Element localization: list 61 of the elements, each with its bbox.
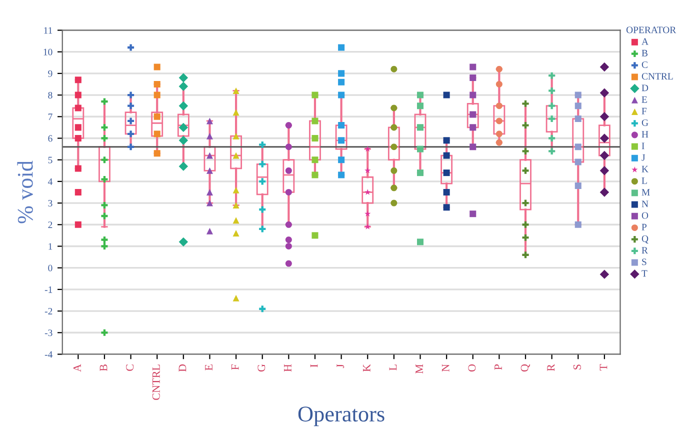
legend-label: D [642, 84, 648, 92]
x-tick-label: H [284, 364, 292, 372]
legend-label: CNTRL [642, 73, 673, 80]
legend-label: A [642, 38, 648, 45]
legend-label: C [642, 61, 648, 68]
legend-label: P [642, 224, 647, 230]
legend-label: R [642, 247, 648, 254]
x-tick-label: G [258, 364, 266, 372]
x-tick-label: F [231, 364, 239, 370]
y-tick-label: 7 [48, 114, 52, 120]
y-tick-label: 4 [48, 178, 52, 185]
legend-label: I [642, 142, 644, 150]
y-tick-label: -4 [44, 351, 52, 358]
y-axis-title: % void [17, 160, 33, 224]
y-tick-label: 0 [48, 264, 52, 272]
y-tick-label: 10 [44, 48, 52, 56]
legend-label: E [642, 96, 647, 103]
legend-label: T [642, 270, 648, 277]
y-tick-label: 8 [48, 92, 52, 99]
y-tick-label: 3 [48, 200, 52, 207]
x-tick-label: O [468, 364, 476, 372]
legend-label: S [642, 258, 646, 266]
x-tick-label: CNTRL [152, 364, 160, 400]
legend-label: B [642, 50, 648, 56]
y-tick-label: -2 [44, 308, 52, 314]
y-tick-label: 11 [44, 27, 52, 34]
x-tick-label: D [178, 364, 186, 372]
legend-title: OPERATOR [626, 26, 676, 34]
x-tick-label: R [547, 364, 554, 372]
x-tick-label: Q [520, 364, 530, 372]
x-tick-label: L [389, 364, 397, 370]
x-tick-label: B [100, 364, 108, 372]
x-tick-label: A [73, 364, 81, 372]
x-tick-label: J [336, 364, 344, 368]
legend-label: H [642, 131, 648, 138]
legend-label: Q [642, 235, 648, 244]
legend-label: M [642, 189, 650, 196]
legend-label: K [642, 166, 648, 172]
x-axis-title: Operators [298, 406, 384, 426]
y-tick-label: 6 [48, 135, 52, 142]
x-tick-label: K [363, 364, 370, 372]
x-tick-label: S [573, 364, 581, 370]
legend-label: F [642, 108, 647, 114]
y-tick-label: -1 [44, 286, 52, 293]
x-tick-label: M [416, 364, 423, 374]
legend-label: G [642, 119, 648, 126]
x-tick-label: C [126, 364, 134, 371]
legend-label: O [642, 212, 648, 219]
x-tick-label: N [442, 364, 450, 372]
y-tick-label: -3 [44, 330, 52, 336]
x-tick-label: I [310, 364, 318, 368]
legend-label: L [642, 178, 647, 184]
legend-label: J [642, 154, 646, 161]
x-tick-label: E [205, 364, 212, 370]
y-tick-label: 9 [48, 70, 52, 77]
legend-label: N [642, 200, 648, 208]
x-tick-label: P [494, 364, 502, 370]
y-tick-label: 1 [48, 243, 52, 250]
y-tick-label: 2 [48, 222, 52, 228]
y-tick-label: 5 [48, 156, 52, 164]
x-tick-label: T [600, 364, 608, 371]
